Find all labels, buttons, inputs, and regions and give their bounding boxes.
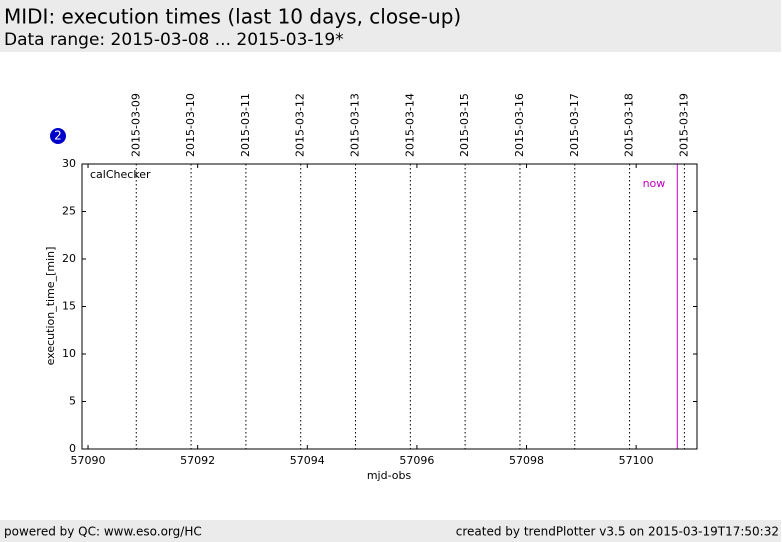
badge: 2 bbox=[54, 129, 62, 143]
footer-band bbox=[0, 520, 781, 542]
y-tick-label: 25 bbox=[62, 205, 76, 218]
date-label: 2015-03-10 bbox=[184, 93, 197, 157]
chart-title: MIDI: execution times (last 10 days, clo… bbox=[4, 5, 461, 29]
x-tick-label: 57092 bbox=[180, 454, 215, 467]
y-tick-label: 15 bbox=[62, 300, 76, 313]
x-axis-label: mjd-obs bbox=[367, 469, 412, 482]
date-label: 2015-03-09 bbox=[129, 93, 142, 157]
date-label: 2015-03-14 bbox=[403, 93, 416, 157]
y-tick-label: 30 bbox=[62, 157, 76, 170]
x-tick-label: 57098 bbox=[509, 454, 544, 467]
date-label: 2015-03-15 bbox=[458, 93, 471, 157]
y-tick-label: 20 bbox=[62, 252, 76, 265]
date-label: 2015-03-17 bbox=[568, 93, 581, 157]
y-axis-label: execution_time_[min] bbox=[44, 247, 57, 366]
annotation: calChecker bbox=[90, 168, 151, 181]
plot-frame bbox=[81, 163, 698, 450]
footer-left: powered by QC: www.eso.org/HC bbox=[4, 525, 202, 539]
footer-right: created by trendPlotter v3.5 on 2015-03-… bbox=[456, 525, 779, 539]
badge-circle bbox=[50, 128, 66, 144]
date-label: 2015-03-13 bbox=[349, 93, 362, 157]
date-label: 2015-03-19 bbox=[677, 93, 690, 157]
header-band bbox=[0, 0, 781, 52]
date-label: 2015-03-16 bbox=[513, 93, 526, 157]
x-tick-label: 57090 bbox=[71, 454, 106, 467]
chart-subtitle: Data range: 2015-03-08 ... 2015-03-19* bbox=[4, 30, 344, 50]
now-label: now bbox=[643, 177, 666, 190]
y-tick-label: 5 bbox=[69, 395, 76, 408]
x-tick-label: 57096 bbox=[399, 454, 434, 467]
y-tick-label: 10 bbox=[62, 347, 76, 360]
y-tick-label: 0 bbox=[69, 442, 76, 455]
date-label: 2015-03-12 bbox=[294, 93, 307, 157]
date-label: 2015-03-11 bbox=[239, 93, 252, 157]
x-tick-label: 57094 bbox=[290, 454, 325, 467]
date-label: 2015-03-18 bbox=[623, 93, 636, 157]
x-tick-label: 57100 bbox=[619, 454, 654, 467]
